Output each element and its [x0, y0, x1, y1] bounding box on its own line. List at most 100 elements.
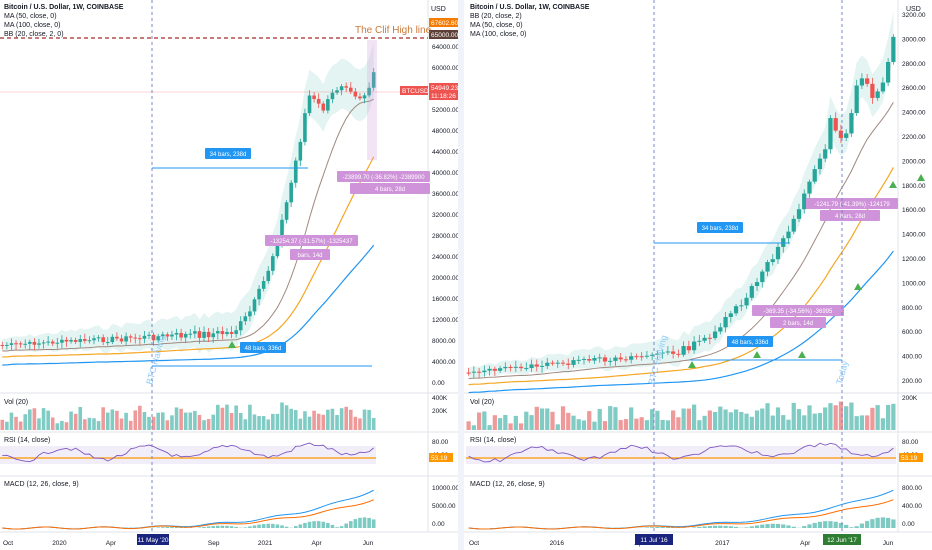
- measure-box[interactable]: [240, 342, 286, 353]
- volume-bar: [252, 414, 257, 430]
- volume-bar: [330, 408, 335, 430]
- candle-body: [55, 342, 60, 344]
- volume-bar: [497, 418, 503, 430]
- volume-bar: [880, 418, 886, 430]
- price-axis-tick: 2200.00: [902, 134, 926, 141]
- measure-label[interactable]: 48 bars, 336d: [245, 346, 282, 352]
- volume-bar: [78, 406, 83, 430]
- macd-histogram-bar: [248, 526, 252, 528]
- right-indicator-ma50[interactable]: MA (50, close, 0): [470, 22, 523, 29]
- volume-bar: [828, 403, 833, 430]
- macd-histogram-bar: [280, 525, 284, 528]
- candle-body: [765, 262, 770, 272]
- measure-label[interactable]: 2 bars, 14d: [783, 321, 813, 327]
- measure-box[interactable]: [350, 183, 430, 194]
- volume-bar: [326, 409, 330, 430]
- time-axis-tick: Oct: [3, 540, 13, 547]
- candle-body: [83, 339, 87, 341]
- measure-box[interactable]: [727, 336, 773, 347]
- vol-axis-tick: 200K: [902, 395, 918, 402]
- price-axis-tick: 600.00: [902, 329, 922, 336]
- candle-body: [50, 341, 55, 344]
- up-arrow: [688, 361, 696, 368]
- price-axis-tick: 24000.00: [432, 254, 459, 261]
- volume-bar: [618, 420, 623, 430]
- volume-bar: [307, 416, 312, 430]
- volume-bar: [613, 407, 618, 430]
- measure-label[interactable]: 34 bars, 238d: [210, 152, 247, 158]
- candle-body: [358, 96, 362, 99]
- measure-label[interactable]: -23899.70 (-36.82%) -2389900: [342, 175, 425, 181]
- volume-bar: [891, 403, 896, 430]
- right-indicator-bb[interactable]: BB (20, close, 2): [470, 13, 522, 20]
- macd-histogram-bar: [655, 527, 660, 528]
- macd-histogram-bar: [293, 526, 298, 528]
- volume-bar: [197, 414, 202, 430]
- date-badge-text[interactable]: 11 May '20: [137, 537, 168, 544]
- measure-label[interactable]: 48 bars, 336d: [732, 340, 769, 346]
- left-chart-pane[interactable]: 64000.0060000.0056000.0052000.0048000.00…: [0, 0, 468, 547]
- measure-label[interactable]: 4 bars, 28d: [375, 187, 405, 193]
- measure-label[interactable]: 34 bars, 238d: [702, 226, 739, 232]
- candle-body: [686, 346, 691, 351]
- volume-bar: [513, 415, 518, 430]
- date-badge-text[interactable]: 12 Jun '17: [827, 537, 857, 544]
- candle-body: [576, 359, 581, 361]
- right-legend: Bitcoin / U.S. Dollar, 1W, COINBASE BB (…: [470, 3, 589, 39]
- candle-body: [545, 362, 550, 366]
- macd-histogram-bar: [728, 526, 733, 528]
- date-badge-text[interactable]: 11 Jul '16: [640, 537, 668, 544]
- measure-box[interactable]: [770, 317, 826, 328]
- measure-box[interactable]: [265, 235, 358, 246]
- candle-body: [64, 339, 69, 342]
- macd-histogram-bar: [812, 522, 817, 528]
- macd-histogram-bar: [271, 523, 275, 528]
- measure-box[interactable]: [806, 198, 898, 209]
- candle-body: [791, 218, 796, 232]
- left-indicator-ma50[interactable]: MA (50, close, 0): [4, 13, 57, 20]
- macd-histogram-bar: [854, 526, 859, 528]
- clif-high-annotation[interactable]: The Clif High line: [355, 25, 432, 36]
- measure-box[interactable]: [205, 148, 251, 159]
- candle-body: [238, 321, 243, 331]
- volume-bar: [96, 421, 101, 430]
- right-chart-pane[interactable]: 3200.00 3000.00 2800.00 2600.00 2400.00 2200.…: [466, 0, 932, 547]
- candle-body: [261, 281, 266, 289]
- macd-histogram-bar: [660, 526, 665, 528]
- volume-bar: [64, 422, 69, 430]
- price-badge-text: 67602.60: [431, 20, 458, 27]
- date-badge[interactable]: [137, 534, 169, 545]
- date-badge[interactable]: [823, 534, 861, 545]
- volume-bar: [529, 415, 534, 430]
- measure-label[interactable]: -369.35 (-34.56%) -36995: [764, 309, 833, 315]
- up-arrow: [753, 351, 761, 358]
- measure-label[interactable]: -13254.37 (-31.57%) -1325437: [270, 239, 353, 245]
- macd-histogram-bar: [234, 526, 238, 528]
- macd-histogram-bar: [765, 524, 770, 528]
- macd-histogram-bar: [770, 523, 775, 528]
- layout-divider[interactable]: [458, 0, 464, 550]
- left-indicator-ma100[interactable]: MA (100, close, 0): [4, 22, 61, 29]
- measure-label[interactable]: bars, 14d: [297, 253, 322, 259]
- measure-box[interactable]: [752, 305, 844, 316]
- date-badge[interactable]: [635, 534, 673, 545]
- volume-bar: [69, 411, 73, 430]
- candle-body: [539, 365, 545, 367]
- left-indicator-bb[interactable]: BB (20, close, 2, 0): [4, 31, 64, 38]
- measure-label[interactable]: -1241.79 (-41.39%) -124179: [814, 202, 890, 208]
- volume-bar: [492, 415, 497, 430]
- volume-bar: [765, 403, 770, 430]
- measure-box[interactable]: [337, 171, 430, 182]
- measure-box[interactable]: [290, 249, 330, 260]
- measure-box[interactable]: [697, 222, 743, 233]
- vol-axis-tick: 400K: [432, 395, 448, 402]
- volume-bar: [220, 407, 225, 430]
- candle-body: [476, 371, 482, 373]
- volume-bar: [46, 410, 50, 430]
- ma20-line: [2, 98, 374, 352]
- measure-box[interactable]: [820, 210, 880, 221]
- right-indicator-ma100[interactable]: MA (100, close, 0): [470, 31, 527, 38]
- measure-label[interactable]: 4 bars, 28d: [835, 214, 865, 220]
